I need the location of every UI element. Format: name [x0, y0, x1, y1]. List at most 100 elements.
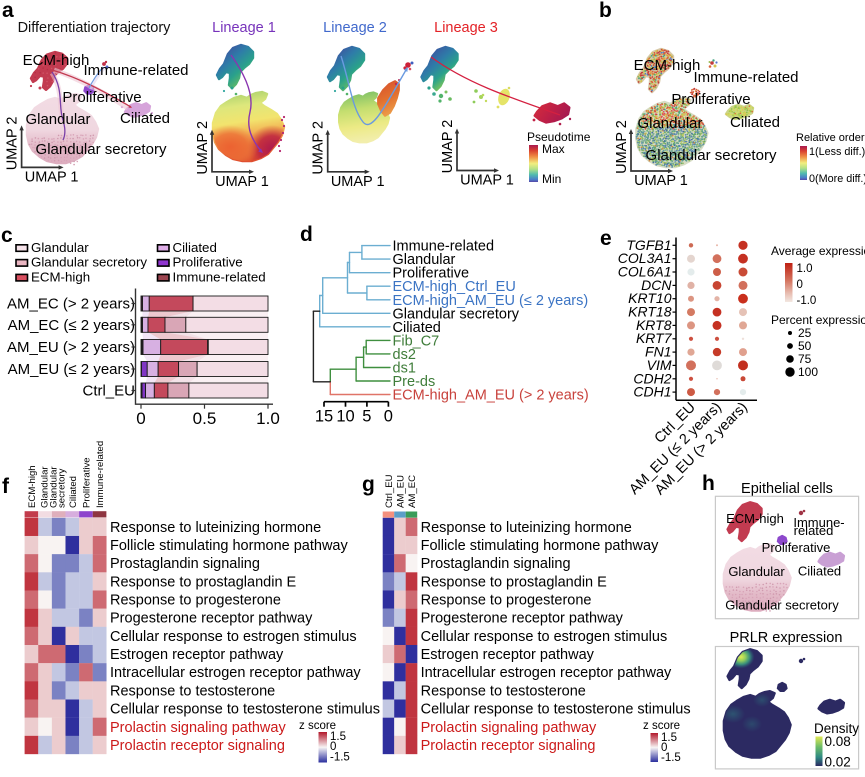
- svg-text:Prolactin receptor signaling: Prolactin receptor signaling: [110, 738, 285, 754]
- svg-text:Lineage 1: Lineage 1: [212, 20, 276, 36]
- svg-text:ECM-high_Ctrl_EU: ECM-high_Ctrl_EU: [393, 279, 516, 295]
- svg-text:Ciliated: Ciliated: [798, 564, 841, 579]
- svg-text:-1.5: -1.5: [330, 752, 350, 764]
- svg-text:Glandular: Glandular: [31, 240, 89, 255]
- svg-text:UMAP 2: UMAP 2: [440, 120, 456, 174]
- svg-text:Glandular: Glandular: [25, 111, 90, 128]
- svg-text:ECM-high: ECM-high: [23, 52, 90, 69]
- svg-text:5: 5: [362, 408, 371, 426]
- svg-text:Glandular secretory: Glandular secretory: [646, 147, 777, 164]
- svg-text:Ctrl_EU: Ctrl_EU: [82, 383, 135, 400]
- svg-text:Average expression: Average expression: [771, 244, 865, 258]
- svg-text:CDH1: CDH1: [633, 384, 671, 400]
- svg-text:1.0: 1.0: [797, 263, 813, 275]
- svg-text:c: c: [1, 224, 13, 247]
- svg-text:Cellular response to estrogen: Cellular response to estrogen stimulus: [421, 629, 668, 645]
- svg-text:Intracellular estrogen recepto: Intracellular estrogen receptor pathway: [421, 665, 672, 681]
- svg-text:15: 15: [315, 408, 333, 426]
- svg-text:a: a: [2, 0, 14, 22]
- svg-text:UMAP 1: UMAP 1: [215, 174, 269, 190]
- svg-text:Prostaglandin signaling: Prostaglandin signaling: [421, 556, 571, 572]
- svg-text:Cellular response to estrogen: Cellular response to estrogen stimulus: [110, 629, 357, 645]
- svg-text:g: g: [362, 473, 375, 496]
- svg-text:0.5: 0.5: [193, 409, 217, 428]
- svg-text:Cellular response to testoster: Cellular response to testosterone stimul…: [110, 702, 380, 718]
- svg-text:ds1: ds1: [393, 361, 416, 377]
- svg-text:1(Less diff.): 1(Less diff.): [809, 146, 865, 158]
- svg-text:Proliferative: Proliferative: [671, 91, 750, 108]
- svg-text:Differentiation trajectory: Differentiation trajectory: [18, 20, 172, 36]
- svg-text:COL3A1: COL3A1: [618, 250, 672, 266]
- svg-text:Immune-related: Immune-related: [83, 62, 188, 79]
- svg-text:AM_EU (≤ 2 years): AM_EU (≤ 2 years): [8, 361, 135, 378]
- svg-text:Estrogen receptor pathway: Estrogen receptor pathway: [421, 647, 595, 663]
- svg-text:DCN: DCN: [641, 277, 672, 293]
- svg-text:0.02: 0.02: [825, 755, 851, 770]
- svg-text:AM_EC: AM_EC: [407, 475, 418, 508]
- svg-text:Prostaglandin signaling: Prostaglandin signaling: [110, 556, 260, 572]
- svg-text:Glandular secretory: Glandular secretory: [725, 598, 839, 613]
- svg-text:Progesterone receptor pathway: Progesterone receptor pathway: [421, 611, 624, 627]
- svg-text:Glandular: Glandular: [39, 466, 50, 508]
- svg-text:Proliferative: Proliferative: [393, 266, 470, 282]
- svg-text:Pre-ds: Pre-ds: [393, 374, 436, 390]
- svg-text:d: d: [300, 223, 313, 246]
- svg-text:e: e: [600, 227, 612, 250]
- svg-text:Glandular: Glandular: [728, 564, 785, 579]
- svg-text:Ciliated: Ciliated: [120, 110, 170, 127]
- svg-text:UMAP 2: UMAP 2: [5, 117, 21, 171]
- svg-text:Prolactin signaling pathway: Prolactin signaling pathway: [110, 720, 286, 736]
- svg-text:KRT7: KRT7: [636, 330, 673, 346]
- svg-text:AM_EU (> 2 years): AM_EU (> 2 years): [7, 339, 135, 356]
- svg-text:1.5: 1.5: [661, 732, 677, 744]
- svg-text:Ciliated: Ciliated: [730, 114, 780, 131]
- svg-text:0: 0: [797, 279, 803, 291]
- svg-text:Lineage 2: Lineage 2: [323, 20, 387, 36]
- svg-text:ECM-high: ECM-high: [27, 465, 38, 508]
- svg-text:VIM: VIM: [647, 357, 672, 373]
- svg-text:AM_EC (> 2 years): AM_EC (> 2 years): [7, 296, 135, 313]
- svg-text:UMAP 1: UMAP 1: [331, 174, 385, 190]
- svg-text:Glandular: Glandular: [393, 252, 456, 268]
- svg-text:Response to prostaglandin E: Response to prostaglandin E: [421, 574, 608, 590]
- svg-text:1.0: 1.0: [256, 409, 280, 428]
- svg-text:UMAP 2: UMAP 2: [311, 121, 327, 175]
- svg-text:0: 0: [384, 408, 393, 426]
- svg-text:related: related: [794, 523, 834, 538]
- svg-text:Pseudotime: Pseudotime: [527, 130, 591, 144]
- svg-text:CDH2: CDH2: [633, 370, 671, 386]
- svg-text:h: h: [702, 472, 715, 495]
- svg-text:Proliferative: Proliferative: [762, 540, 831, 555]
- svg-text:-1.0: -1.0: [797, 295, 817, 307]
- svg-text:UMAP 1: UMAP 1: [634, 173, 688, 189]
- svg-text:Fib_C7: Fib_C7: [393, 333, 440, 349]
- svg-text:Glandular: Glandular: [637, 115, 702, 132]
- svg-text:z score: z score: [299, 720, 336, 732]
- svg-text:KRT8: KRT8: [636, 317, 672, 333]
- svg-text:UMAP 2: UMAP 2: [614, 120, 630, 174]
- svg-text:Prolactin receptor signaling: Prolactin receptor signaling: [421, 738, 596, 754]
- svg-text:50: 50: [798, 339, 812, 353]
- svg-text:COL6A1: COL6A1: [618, 264, 672, 280]
- svg-text:z score: z score: [643, 720, 680, 732]
- svg-text:Proliferative: Proliferative: [81, 457, 92, 508]
- svg-text:0: 0: [661, 742, 667, 754]
- svg-text:Immune-related: Immune-related: [173, 269, 266, 284]
- svg-text:Intracellular estrogen recepto: Intracellular estrogen receptor pathway: [110, 665, 361, 681]
- svg-text:Proliferative: Proliferative: [62, 89, 141, 106]
- svg-text:Glandular secretory: Glandular secretory: [36, 141, 167, 158]
- svg-text:b: b: [599, 0, 612, 22]
- svg-text:Response to testosterone: Response to testosterone: [110, 683, 275, 699]
- svg-text:AM_EU: AM_EU: [395, 475, 406, 508]
- svg-text:Response to testosterone: Response to testosterone: [421, 683, 586, 699]
- svg-text:UMAP 1: UMAP 1: [460, 173, 514, 189]
- svg-text:Proliferative: Proliferative: [173, 255, 243, 270]
- svg-text:0: 0: [330, 741, 336, 753]
- svg-text:ECM-high: ECM-high: [31, 269, 90, 284]
- svg-text:TGFB1: TGFB1: [626, 237, 671, 253]
- svg-text:Density: Density: [814, 721, 859, 736]
- svg-text:UMAP 2: UMAP 2: [195, 121, 211, 175]
- svg-text:FN1: FN1: [645, 344, 671, 360]
- svg-text:100: 100: [798, 365, 818, 379]
- svg-text:Percent expression: Percent expression: [771, 313, 865, 327]
